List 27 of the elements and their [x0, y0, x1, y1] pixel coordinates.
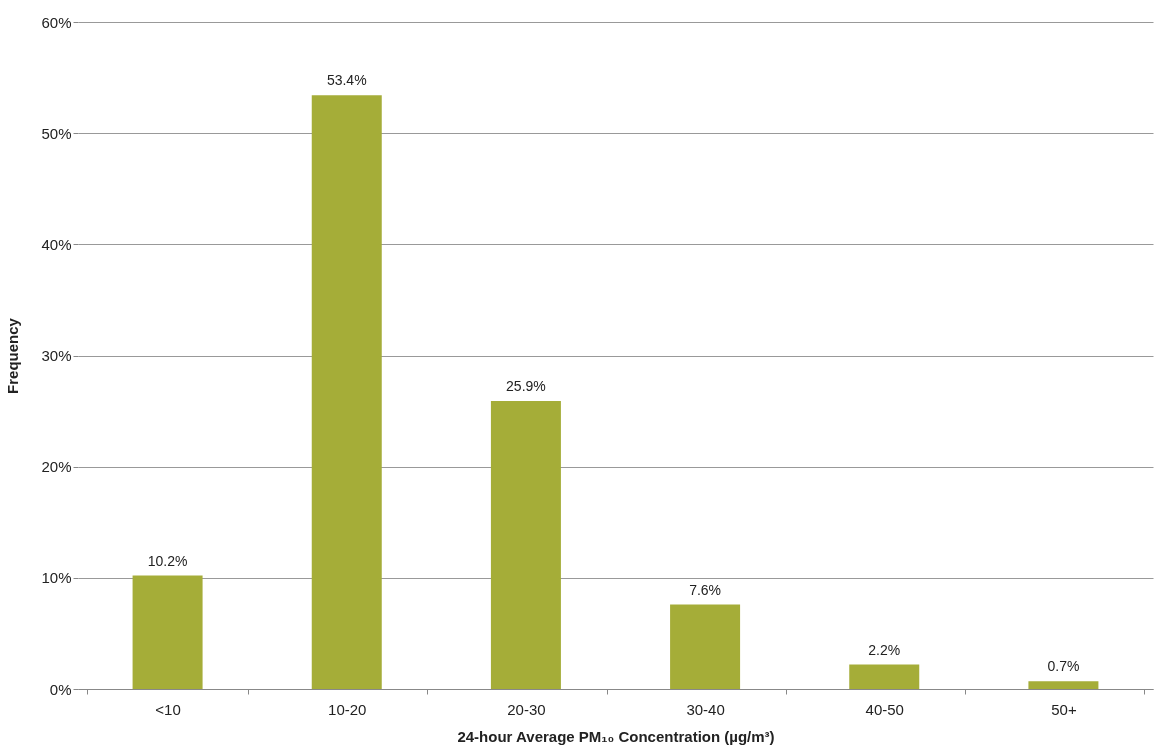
x-tick-label: 30-40 — [686, 700, 725, 718]
bar — [490, 401, 561, 689]
y-tick-label: 0% — [49, 680, 72, 698]
bar — [132, 575, 203, 689]
data-label: 7.6% — [689, 581, 722, 598]
y-tick-label: 10% — [41, 569, 72, 587]
bar — [311, 95, 382, 689]
y-tick-label: 60% — [41, 13, 72, 31]
x-tick-label: 40-50 — [865, 700, 904, 718]
x-tick-label: 10-20 — [328, 700, 367, 718]
y-tick-label: 50% — [41, 124, 72, 142]
y-tick-label: 20% — [41, 458, 72, 476]
y-tick-label: 40% — [41, 235, 72, 253]
y-tick-label: 30% — [41, 347, 72, 364]
bar — [670, 604, 741, 689]
bar — [1028, 681, 1099, 689]
x-axis-title: 24-hour Average PM₁₀ Concentration (µg/m³) — [457, 727, 775, 745]
data-label: 2.2% — [868, 641, 901, 658]
data-label: 25.9% — [506, 378, 546, 395]
y-axis-title: Frequency — [4, 317, 22, 394]
x-tick-label: 20-30 — [507, 700, 546, 718]
bar — [849, 664, 920, 689]
data-label: 10.2% — [147, 552, 188, 569]
x-tick-label: 50+ — [1051, 700, 1077, 718]
data-label: 53.4% — [326, 72, 367, 89]
data-label: 0.7% — [1047, 658, 1080, 675]
x-tick-label: <10 — [155, 700, 181, 718]
